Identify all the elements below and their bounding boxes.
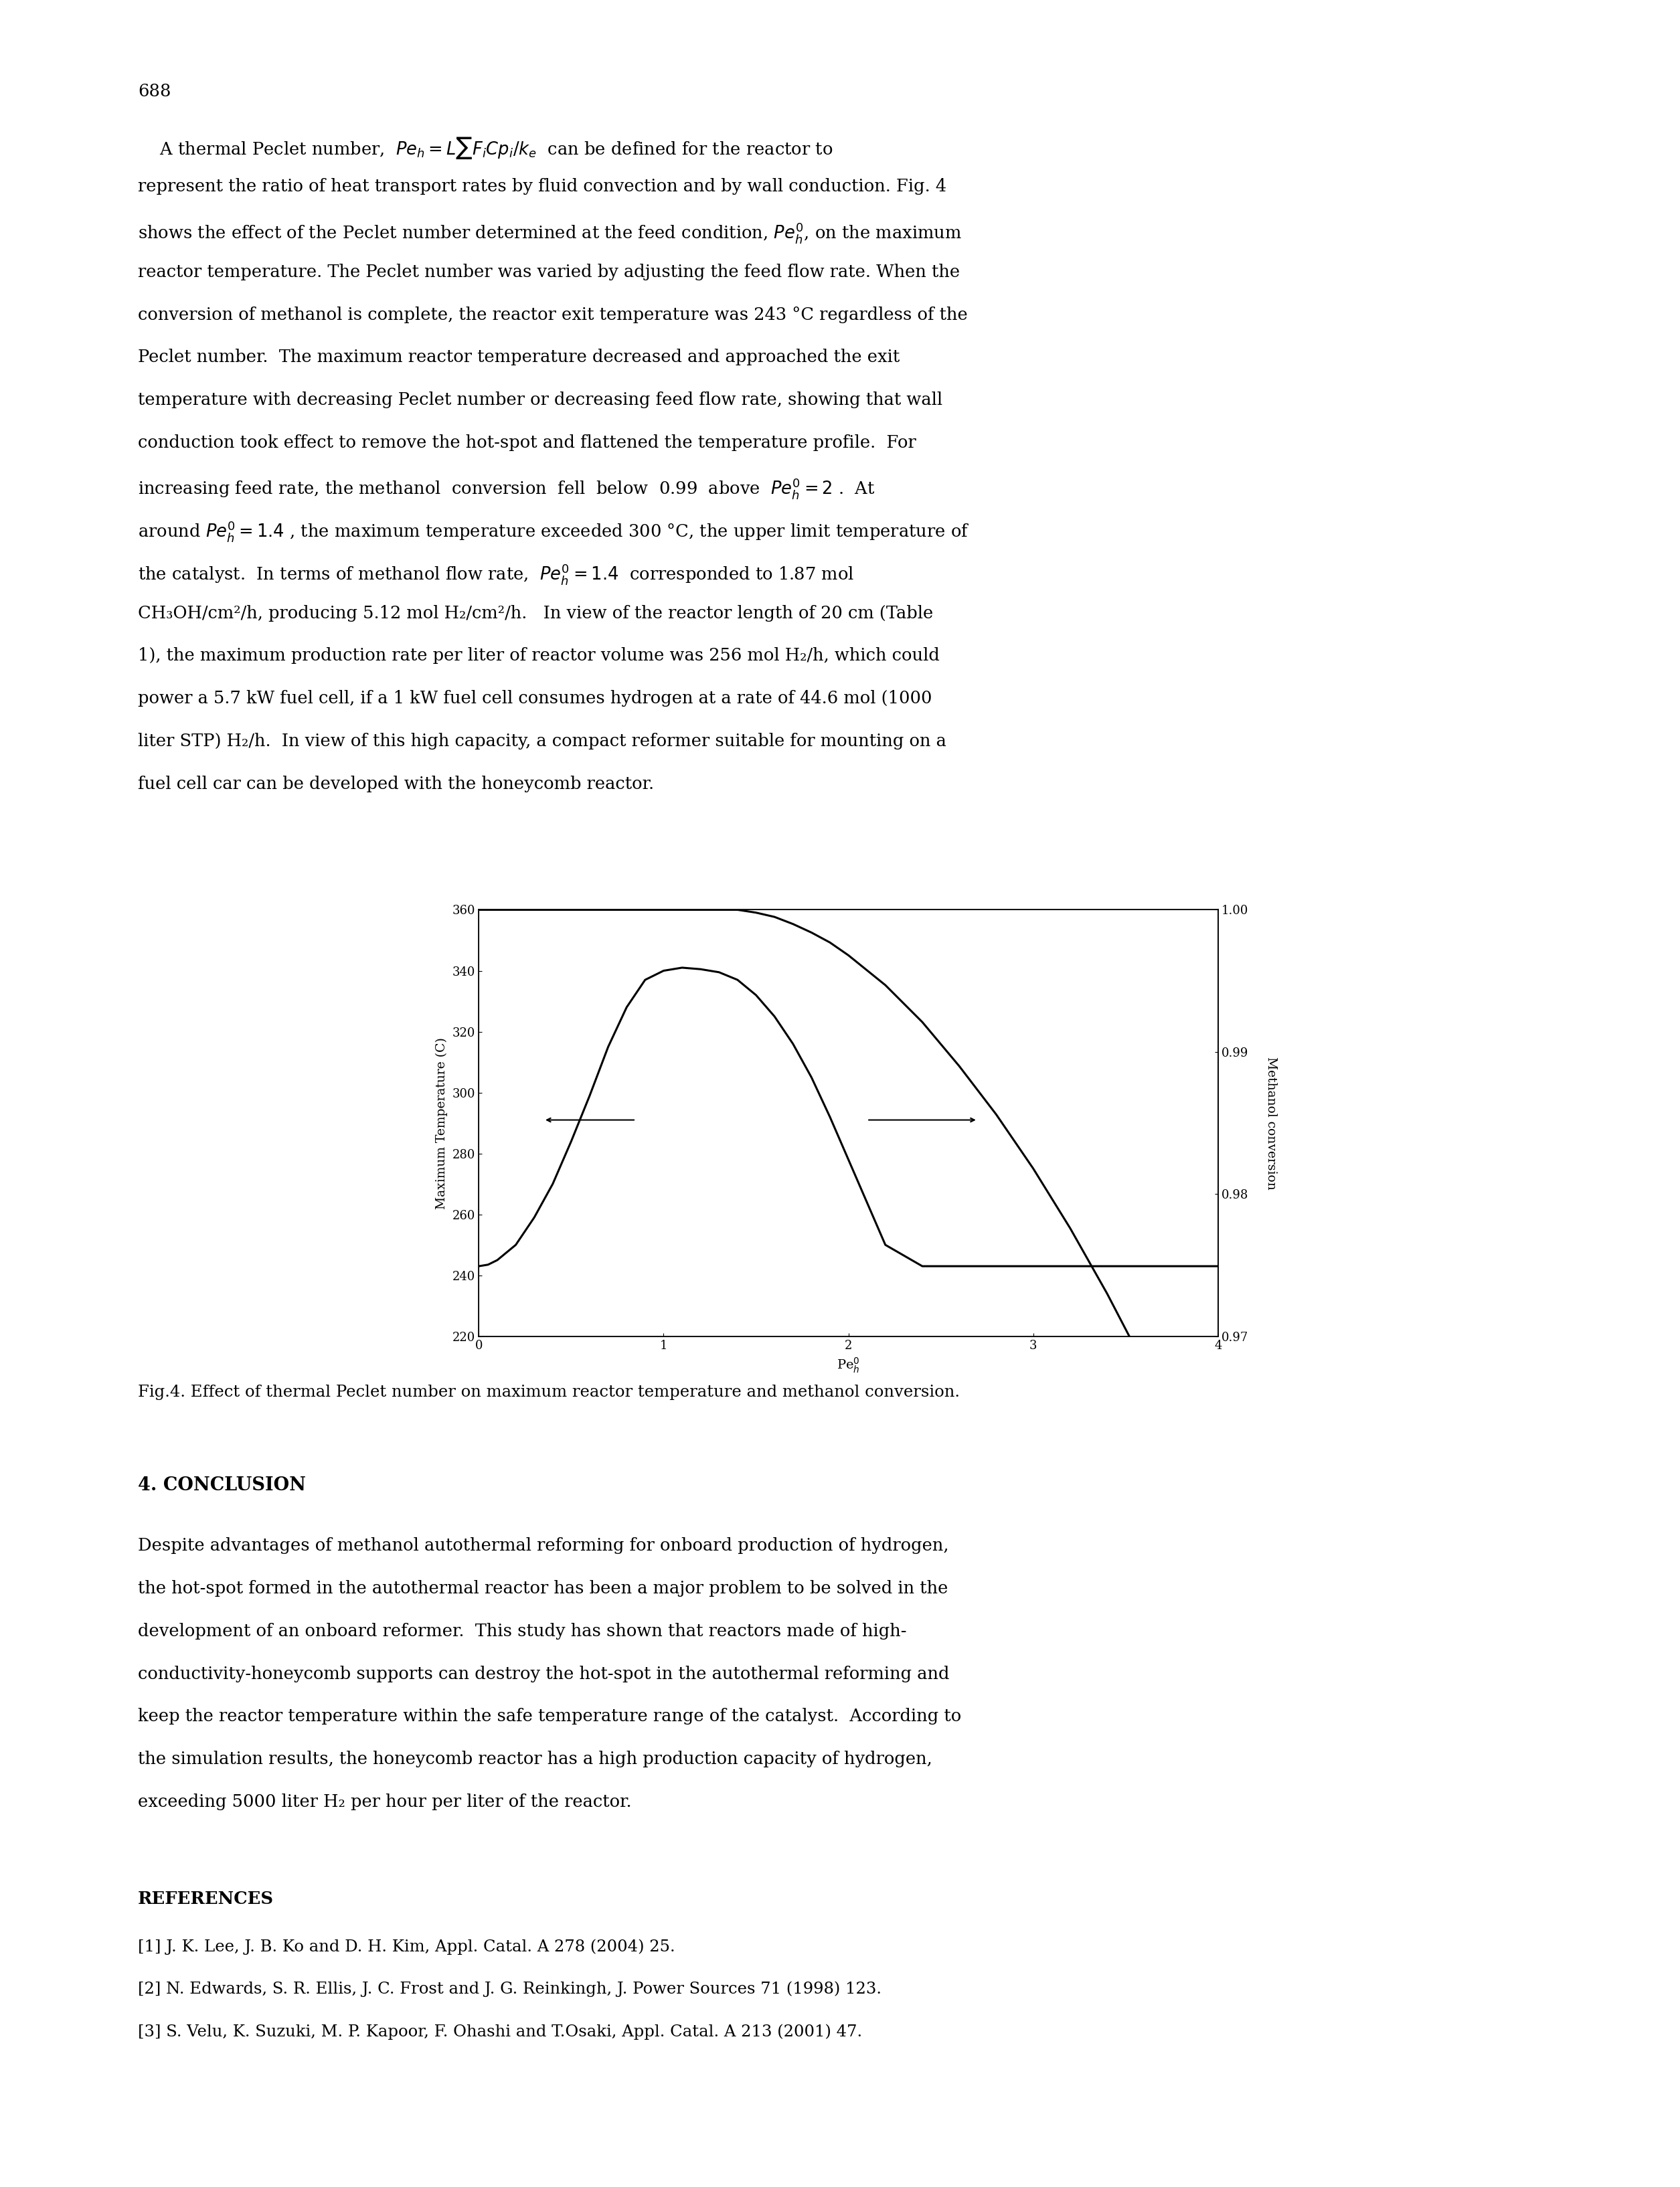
Text: development of an onboard reformer.  This study has shown that reactors made of : development of an onboard reformer. This…	[138, 1623, 907, 1640]
Text: shows the effect of the Peclet number determined at the feed condition, $Pe_h^0$: shows the effect of the Peclet number de…	[138, 221, 961, 245]
Text: reactor temperature. The Peclet number was varied by adjusting the feed flow rat: reactor temperature. The Peclet number w…	[138, 265, 959, 280]
Text: Fig.4. Effect of thermal Peclet number on maximum reactor temperature and methan: Fig.4. Effect of thermal Peclet number o…	[138, 1384, 959, 1400]
Text: 4. CONCLUSION: 4. CONCLUSION	[138, 1476, 306, 1494]
Text: [1] J. K. Lee, J. B. Ko and D. H. Kim, Appl. Catal. A 278 (2004) 25.: [1] J. K. Lee, J. B. Ko and D. H. Kim, A…	[138, 1938, 675, 1955]
Text: CH₃OH/cm²/h, producing 5.12 mol H₂/cm²/h.   In view of the reactor length of 20 : CH₃OH/cm²/h, producing 5.12 mol H₂/cm²/h…	[138, 604, 932, 621]
Text: increasing feed rate, the methanol  conversion  fell  below  0.99  above  $Pe_h^: increasing feed rate, the methanol conve…	[138, 477, 875, 501]
Text: Peclet number.  The maximum reactor temperature decreased and approached the exi: Peclet number. The maximum reactor tempe…	[138, 348, 899, 365]
Text: conduction took effect to remove the hot-spot and flattened the temperature prof: conduction took effect to remove the hot…	[138, 433, 916, 451]
Text: power a 5.7 kW fuel cell, if a 1 kW fuel cell consumes hydrogen at a rate of 44.: power a 5.7 kW fuel cell, if a 1 kW fuel…	[138, 689, 932, 706]
Y-axis label: Methanol conversion: Methanol conversion	[1265, 1056, 1277, 1190]
Text: the hot-spot formed in the autothermal reactor has been a major problem to be so: the hot-spot formed in the autothermal r…	[138, 1579, 948, 1597]
Text: liter STP) H₂/h.  In view of this high capacity, a compact reformer suitable for: liter STP) H₂/h. In view of this high ca…	[138, 733, 946, 750]
Text: conductivity-honeycomb supports can destroy the hot-spot in the autothermal refo: conductivity-honeycomb supports can dest…	[138, 1664, 949, 1682]
Text: [2] N. Edwards, S. R. Ellis, J. C. Frost and J. G. Reinkingh, J. Power Sources 7: [2] N. Edwards, S. R. Ellis, J. C. Frost…	[138, 1981, 882, 1997]
Text: exceeding 5000 liter H₂ per hour per liter of the reactor.: exceeding 5000 liter H₂ per hour per lit…	[138, 1793, 632, 1811]
Text: 1), the maximum production rate per liter of reactor volume was 256 mol H₂/h, wh: 1), the maximum production rate per lite…	[138, 647, 939, 665]
Text: the simulation results, the honeycomb reactor has a high production capacity of : the simulation results, the honeycomb re…	[138, 1750, 932, 1767]
Text: A thermal Peclet number,  $Pe_h = L\sum F_iCp_i / k_e$  can be defined for the r: A thermal Peclet number, $Pe_h = L\sum F…	[138, 136, 833, 160]
Text: temperature with decreasing Peclet number or decreasing feed flow rate, showing : temperature with decreasing Peclet numbe…	[138, 391, 942, 409]
Y-axis label: Maximum Temperature (C): Maximum Temperature (C)	[435, 1037, 449, 1209]
Text: the catalyst.  In terms of methanol flow rate,  $Pe_h^0 = 1.4$  corresponded to : the catalyst. In terms of methanol flow …	[138, 562, 853, 586]
Text: [3] S. Velu, K. Suzuki, M. P. Kapoor, F. Ohashi and T.Osaki, Appl. Catal. A 213 : [3] S. Velu, K. Suzuki, M. P. Kapoor, F.…	[138, 2023, 862, 2040]
Text: Despite advantages of methanol autothermal reforming for onboard production of h: Despite advantages of methanol autotherm…	[138, 1537, 949, 1555]
Text: represent the ratio of heat transport rates by fluid convection and by wall cond: represent the ratio of heat transport ra…	[138, 179, 946, 195]
Text: around $Pe_h^0 = 1.4$ , the maximum temperature exceeded 300 °C, the upper limit: around $Pe_h^0 = 1.4$ , the maximum temp…	[138, 518, 969, 545]
Text: REFERENCES: REFERENCES	[138, 1890, 274, 1907]
Text: 688: 688	[138, 83, 171, 101]
Text: keep the reactor temperature within the safe temperature range of the catalyst. : keep the reactor temperature within the …	[138, 1708, 961, 1726]
Text: conversion of methanol is complete, the reactor exit temperature was 243 °C rega: conversion of methanol is complete, the …	[138, 306, 968, 324]
X-axis label: Pe$_h^0$: Pe$_h^0$	[837, 1356, 860, 1376]
Text: fuel cell car can be developed with the honeycomb reactor.: fuel cell car can be developed with the …	[138, 774, 654, 792]
